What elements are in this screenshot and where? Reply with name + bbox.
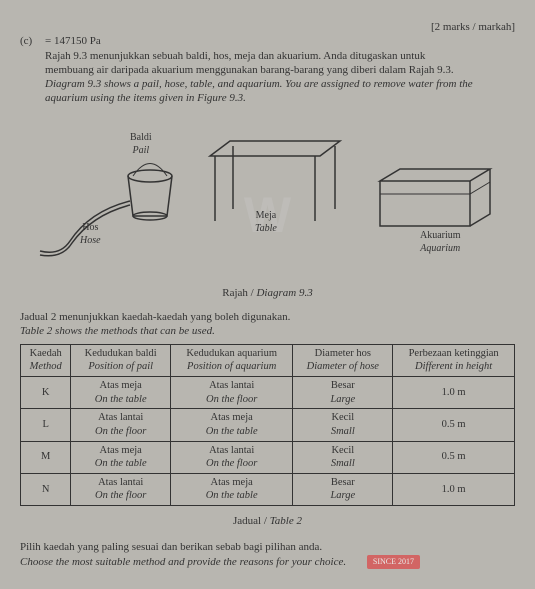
question-block: (c) = 147150 Pa Rajah 9.3 menunjukkan se… [20,34,515,105]
cell-aquarium: Atas lantaiOn the floor [170,376,292,408]
label-akuarium: AkuariumAquarium [420,229,461,255]
table-header-row: KaedahMethod Kedudukan baldiPosition of … [21,344,515,376]
cell-aquarium: Atas mejaOn the table [170,409,292,441]
cell-pail: Atas mejaOn the table [71,376,171,408]
th-hose-diameter: Diameter hosDiameter of hose [293,344,393,376]
cell-height: 1.0 m [393,376,515,408]
table-intro-en: Table 2 shows the methods that can be us… [20,324,515,338]
diagram-caption: Rajah / Diagram 9.3 [20,286,515,300]
cell-pail: Atas lantaiOn the floor [71,409,171,441]
cell-diameter: BesarLarge [293,376,393,408]
table-row: L Atas lantaiOn the floor Atas mejaOn th… [21,409,515,441]
cell-aquarium: Atas mejaOn the table [170,473,292,505]
table-row: K Atas mejaOn the table Atas lantaiOn th… [21,376,515,408]
cell-diameter: BesarLarge [293,473,393,505]
label-baldi: BaldiPail [130,131,152,157]
handwritten-annotation: = 147150 Pa [45,35,101,47]
marks-label: [2 marks / markah] [20,20,515,34]
th-aquarium-position: Kedudukan aquariumPosition of aquarium [170,344,292,376]
table2-caption: Jadual / Table 2 [20,514,515,528]
cell-diameter: KecilSmall [293,409,393,441]
watermark-since-badge: SINCE 2017 [367,555,420,569]
question-text-ms-line2: membuang air daripada akuarium menggunak… [45,63,515,77]
instruction-en: Choose the most suitable method and prov… [20,555,515,569]
pail-icon [128,163,172,220]
cell-aquarium: Atas lantaiOn the floor [170,441,292,473]
question-letter: (c) [20,34,45,48]
instruction-block: Pilih kaedah yang paling sesuai dan beri… [20,540,515,569]
cell-diameter: KecilSmall [293,441,393,473]
th-method: KaedahMethod [21,344,71,376]
cell-pail: Atas mejaOn the table [71,441,171,473]
table-row: N Atas lantaiOn the floor Atas mejaOn th… [21,473,515,505]
label-meja: MejaTable [255,209,277,235]
diagram-figure: W BaldiPail [20,121,515,271]
cell-method: N [21,473,71,505]
cell-method: K [21,376,71,408]
question-text-en: Diagram 9.3 shows a pail, hose, table, a… [45,77,515,106]
label-hos: HosHose [80,221,101,247]
table-row: M Atas mejaOn the table Atas lantaiOn th… [21,441,515,473]
cell-pail: Atas lantaiOn the floor [71,473,171,505]
cell-height: 0.5 m [393,409,515,441]
table-intro-ms: Jadual 2 menunjukkan kaedah-kaedah yang … [20,310,515,324]
question-text-ms-line1: Rajah 9.3 menunjukkan sebuah baldi, hos,… [45,49,515,63]
cell-method: M [21,441,71,473]
instruction-ms: Pilih kaedah yang paling sesuai dan beri… [20,540,515,554]
methods-table: KaedahMethod Kedudukan baldiPosition of … [20,344,515,506]
th-height-diff: Perbezaan ketinggianDifferent in height [393,344,515,376]
th-pail-position: Kedudukan baldiPosition of pail [71,344,171,376]
aquarium-icon [380,169,490,226]
cell-height: 0.5 m [393,441,515,473]
cell-height: 1.0 m [393,473,515,505]
cell-method: L [21,409,71,441]
